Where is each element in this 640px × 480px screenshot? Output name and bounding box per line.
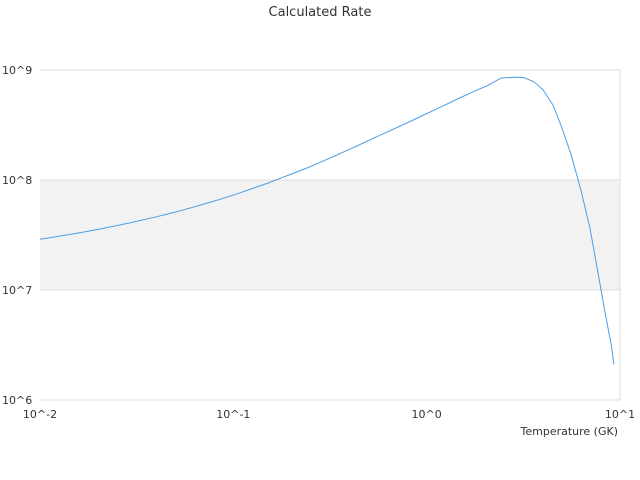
x-tick-label: 10^0 <box>412 408 442 421</box>
grid-band <box>40 180 620 290</box>
chart-title: Calculated Rate <box>269 5 372 20</box>
series-line <box>39 76 615 365</box>
y-tick-labels: 10^6 10^7 10^8 10^9 <box>2 64 32 407</box>
gridlines <box>40 69 621 401</box>
y-tick-label: 10^8 <box>2 174 32 187</box>
x-tick-labels: 10^-2 10^-1 10^0 10^1 <box>23 408 635 421</box>
grid-bands <box>40 180 620 290</box>
y-tick-label: 10^9 <box>2 64 32 77</box>
x-tick-label: 10^1 <box>605 408 635 421</box>
x-tick-label: 10^-1 <box>216 408 250 421</box>
x-axis-title: Temperature (GK) <box>520 425 619 438</box>
x-tick-label: 10^-2 <box>23 408 57 421</box>
y-tick-label: 10^6 <box>2 394 32 407</box>
y-tick-label: 10^7 <box>2 284 32 297</box>
series-group <box>39 76 615 365</box>
